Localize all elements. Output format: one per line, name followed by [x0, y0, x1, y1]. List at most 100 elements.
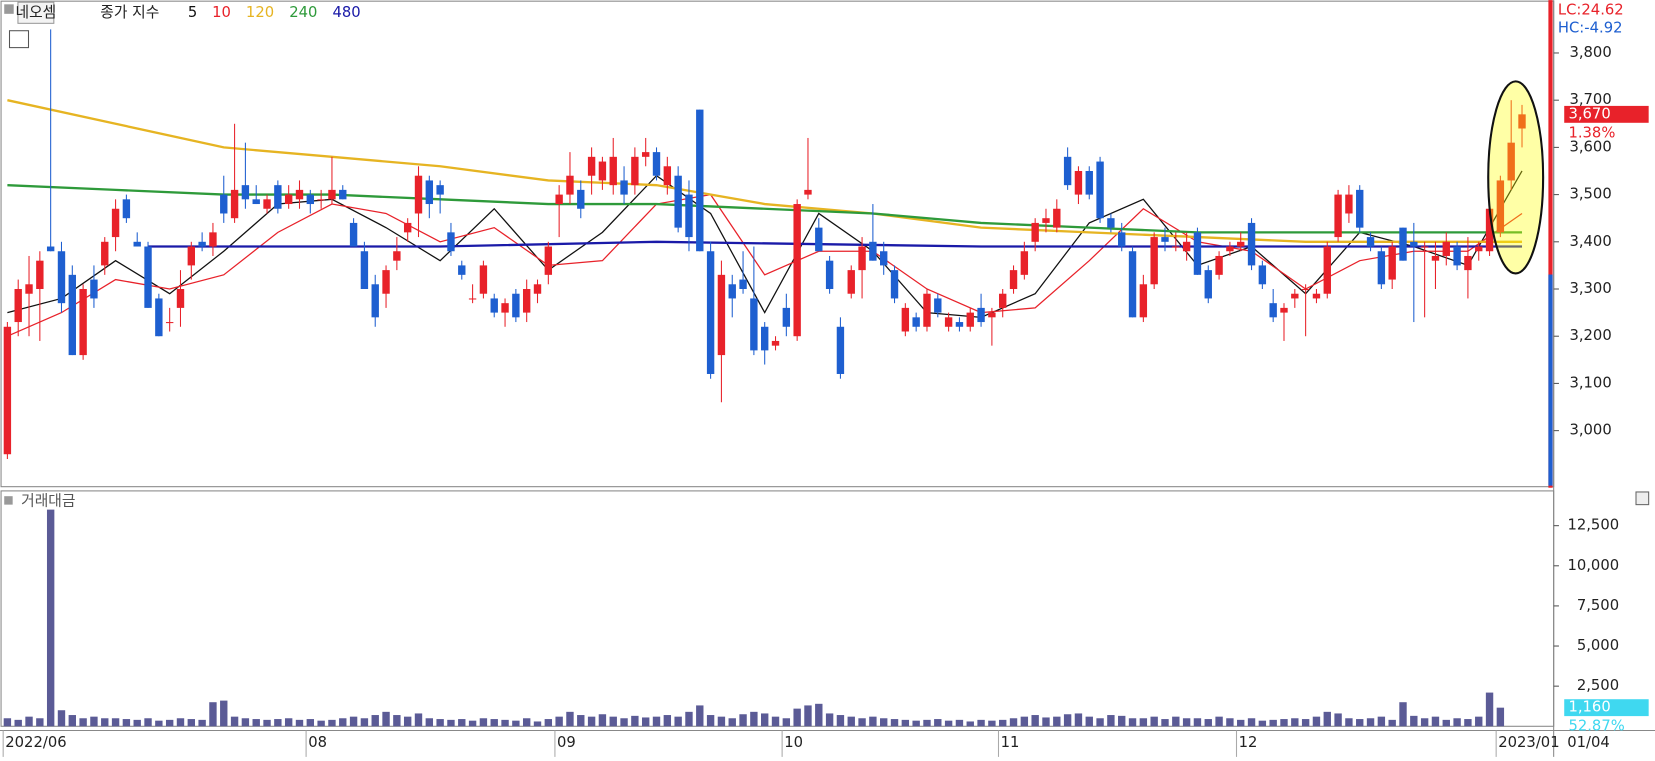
candle-body [1172, 246, 1180, 248]
candle-body [414, 175, 423, 214]
candle-body [187, 246, 196, 266]
volume-bar [966, 721, 974, 727]
candle-body [761, 326, 769, 351]
volume-bar [804, 705, 812, 727]
candle-body [631, 156, 639, 186]
volume-bar [1280, 719, 1288, 727]
volume-bar [880, 718, 888, 727]
volume-bar [490, 719, 498, 727]
candle-body [209, 232, 217, 247]
candle-body [977, 307, 985, 323]
volume-bar [1215, 716, 1223, 727]
volume-bar [1475, 716, 1483, 727]
candle-body [912, 317, 920, 327]
y-tick-label: 3,600 [1569, 138, 1611, 155]
volume-bar [263, 719, 271, 727]
x-tick-label: 2022/06 [5, 734, 66, 751]
candle-body [1009, 270, 1018, 290]
volume-bar [79, 718, 87, 727]
y-tick-label: 5,000 [1577, 637, 1619, 654]
volume-bar [306, 719, 315, 727]
candle-body [955, 322, 964, 327]
candle-body [1475, 246, 1483, 252]
stock-name[interactable]: 네오셈 [16, 4, 57, 21]
volume-bar [1366, 718, 1375, 727]
volume-bar [717, 716, 726, 727]
x-tick-label: 11 [1001, 734, 1020, 751]
volume-bar [533, 721, 542, 727]
candle-body [923, 293, 931, 327]
candle-body [696, 109, 704, 252]
change-pct: 1.38% [1568, 124, 1615, 141]
candle-body [360, 251, 369, 290]
volume-bar [555, 716, 563, 727]
candle-body [1356, 189, 1364, 228]
candle-body [1258, 265, 1267, 285]
table-icon[interactable] [8, 30, 30, 49]
candle-body [144, 246, 152, 308]
candle-body [133, 241, 141, 247]
x-tick-label: 2023/01 [1498, 734, 1559, 751]
volume-bar [165, 719, 174, 727]
candle-body [230, 189, 239, 219]
candle-body [68, 274, 76, 356]
volume-bar [501, 719, 509, 727]
volume-bar [836, 715, 845, 727]
volume-bar [155, 720, 163, 727]
ma-line [7, 170, 1523, 318]
volume-bar [923, 719, 931, 727]
volume-bar [90, 716, 98, 727]
candle-body [1139, 284, 1148, 318]
candle-body [1182, 241, 1191, 252]
candle-body [295, 189, 304, 200]
volume-bar [1226, 718, 1234, 727]
volume-bar [479, 718, 488, 727]
panel-icon [4, 4, 14, 14]
stock-button[interactable] [17, 1, 55, 24]
hc-label: HC:-4.92 [1558, 20, 1623, 37]
volume-bar [425, 718, 434, 727]
y-tick-label: 3,500 [1569, 186, 1611, 203]
candle-body [1042, 218, 1050, 223]
volume-bar [609, 716, 617, 727]
candle-body [1031, 222, 1039, 242]
y-tick-label: 10,000 [1567, 557, 1619, 574]
candle-body [880, 251, 888, 266]
candle-body [490, 298, 498, 313]
volume-bar [1237, 719, 1245, 727]
volume-bar [739, 714, 747, 727]
volume-bar [220, 700, 228, 727]
candle-body [1020, 251, 1029, 275]
volume-bar [1096, 718, 1104, 727]
candle-body [1312, 293, 1321, 299]
volume-bar [371, 715, 379, 727]
candle-body [447, 232, 455, 252]
volume-bar [847, 716, 855, 727]
legend-entry: 10 [212, 4, 231, 21]
volume-bar [825, 713, 834, 727]
candle-body [1518, 114, 1526, 129]
volume-bar [1053, 716, 1061, 727]
close-button[interactable] [1635, 491, 1650, 506]
volume-bar [230, 716, 239, 727]
y-tick-label: 2,500 [1577, 677, 1619, 694]
volume-bar [1150, 716, 1158, 727]
volume-bar [1431, 716, 1440, 727]
volume-bar [57, 710, 66, 727]
volume-bar [36, 718, 44, 727]
volume-bar [458, 719, 466, 727]
candle-body [349, 222, 358, 247]
candle-body [3, 326, 12, 455]
volume-bar [750, 711, 758, 727]
volume-bar [955, 719, 964, 727]
panel-icon [4, 496, 13, 505]
volume-bar [101, 718, 109, 727]
volume-bar [674, 716, 682, 727]
volume-bar [1453, 718, 1461, 727]
candle-body [717, 274, 726, 356]
volume-bar [403, 716, 412, 727]
candle-body [155, 298, 163, 337]
candle-body [501, 303, 509, 313]
